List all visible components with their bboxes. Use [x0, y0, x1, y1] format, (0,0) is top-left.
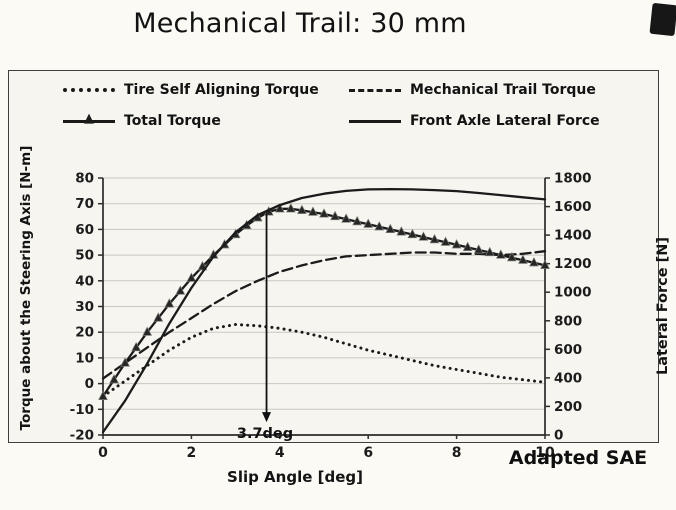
tick-label: 0 — [554, 428, 563, 444]
tick-label: 4 — [275, 445, 285, 461]
triangle-marker-line-icon: ▲ — [63, 112, 115, 125]
tick-label: 10 — [75, 350, 94, 366]
tick-label: 1400 — [554, 228, 592, 244]
series-line-mechanical-trail-torque — [101, 250, 547, 380]
series-line-front-axle-lateral-force — [101, 187, 547, 434]
right-axis-ticks: 1800 1600 1400 1200 1000 800 600 400 200 0 — [545, 171, 592, 444]
legend-item-total-torque: ▲ Total Torque — [63, 112, 349, 129]
attribution-text: Adapted SAE — [508, 447, 648, 469]
legend-item-tire-self-aligning-torque: Tire Self Aligning Torque — [63, 82, 349, 98]
dotted-line-icon — [63, 88, 115, 92]
legend-row-1: Tire Self Aligning Torque Mechanical Tra… — [9, 82, 658, 98]
left-axis-ticks: 80 70 60 50 40 30 20 10 0 -10 -20 — [70, 171, 103, 444]
tick-label: -10 — [70, 402, 94, 418]
tick-label: 70 — [75, 196, 94, 212]
tick-label: 1600 — [554, 199, 592, 215]
plot-area: 80706050403020100-10-2018001600140012001… — [70, 171, 592, 462]
legend-label: Front Axle Lateral Force — [410, 113, 600, 129]
annotation-arrow — [262, 213, 272, 423]
scan-artifact — [649, 2, 676, 37]
tick-label: 80 — [75, 171, 94, 187]
tick-label: 0 — [98, 445, 108, 461]
chart-title: Mechanical Trail: 30 mm — [133, 8, 467, 39]
tick-label: 1000 — [554, 285, 592, 301]
legend-item-front-axle-lateral-force: Front Axle Lateral Force — [349, 113, 600, 129]
tick-label: 200 — [554, 399, 582, 415]
tick-label: 1800 — [554, 171, 592, 187]
tick-label: 0 — [85, 376, 94, 392]
legend-label: Total Torque — [124, 113, 221, 129]
series-markers-total-torque — [98, 203, 550, 400]
chart-legend: Tire Self Aligning Torque Mechanical Tra… — [9, 82, 658, 144]
series-line-tire-self-aligning-torque — [101, 323, 547, 398]
tick-label: -20 — [70, 428, 94, 444]
tick-label: 6 — [363, 445, 373, 461]
tick-label: 50 — [75, 248, 94, 264]
tick-label: 600 — [554, 342, 582, 358]
triangle-icon: ▲ — [84, 111, 94, 126]
tick-label: 10 — [535, 445, 555, 461]
solid-line-icon — [349, 119, 401, 123]
tick-label: 60 — [75, 222, 94, 238]
tick-label: 800 — [554, 313, 582, 329]
legend-row-2: ▲ Total Torque Front Axle Lateral Force — [9, 112, 658, 129]
tick-label: 8 — [452, 445, 462, 461]
right-axis-title: Lateral Force [N] — [655, 236, 671, 376]
dashed-line-icon — [349, 88, 401, 92]
tick-label: 1200 — [554, 256, 592, 272]
left-axis-title: Torque about the Steering Axis [N-m] — [18, 145, 34, 431]
legend-item-mechanical-trail-torque: Mechanical Trail Torque — [349, 82, 596, 98]
tick-label: 2 — [187, 445, 197, 461]
legend-label: Mechanical Trail Torque — [410, 82, 596, 98]
tick-label: 40 — [75, 273, 94, 289]
legend-label: Tire Self Aligning Torque — [124, 82, 319, 98]
x-axis-ticks: 0 2 4 6 8 10 — [98, 435, 555, 461]
tick-label: 30 — [75, 299, 94, 315]
annotation-label: 3.7deg — [236, 426, 294, 442]
x-axis-title: Slip Angle [deg] — [227, 468, 363, 486]
tick-label: 20 — [75, 325, 94, 341]
tick-label: 400 — [554, 370, 582, 386]
